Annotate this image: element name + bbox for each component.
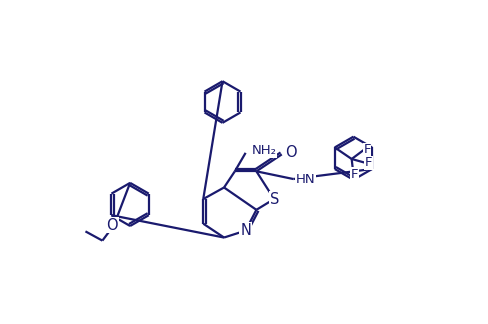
Text: HN: HN bbox=[295, 173, 315, 186]
Text: F: F bbox=[350, 168, 358, 181]
Text: O: O bbox=[285, 145, 296, 160]
Text: N: N bbox=[240, 223, 250, 238]
Text: F: F bbox=[363, 143, 370, 156]
Text: S: S bbox=[270, 191, 279, 206]
Text: NH₂: NH₂ bbox=[251, 144, 276, 157]
Text: F: F bbox=[364, 156, 371, 169]
Text: O: O bbox=[106, 218, 118, 233]
